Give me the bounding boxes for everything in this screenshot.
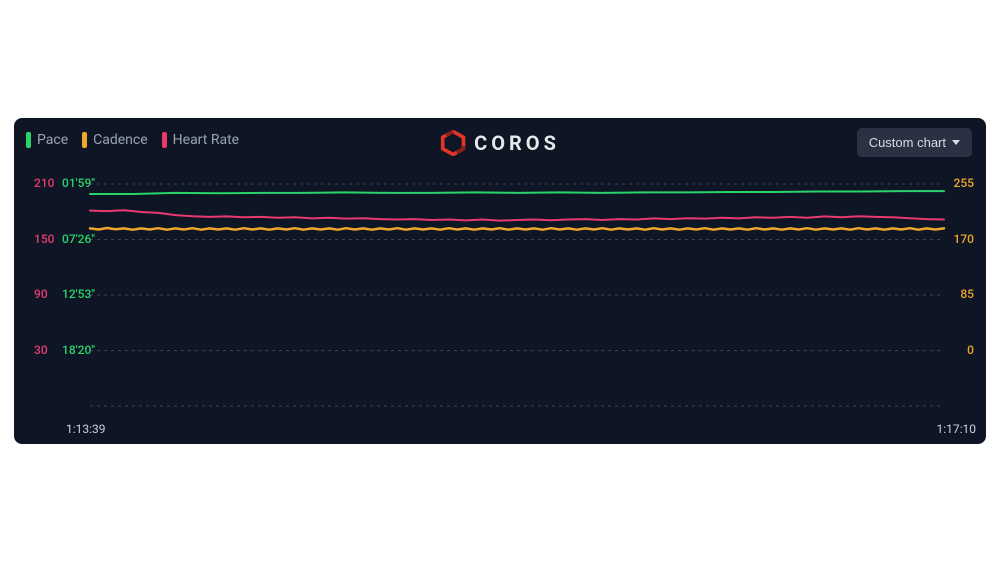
y-tick-hr: 90 [34, 287, 48, 301]
legend-item-cadence[interactable]: Cadence [82, 132, 148, 148]
legend-label-heart-rate: Heart Rate [173, 132, 239, 148]
x-tick: 1:17:10 [936, 422, 976, 436]
legend-swatch-pace [26, 132, 31, 148]
y-tick-pace: 01'59" [62, 176, 95, 190]
custom-chart-label: Custom chart [869, 135, 946, 150]
legend-swatch-heart-rate [162, 132, 167, 148]
brand: COROS [440, 130, 560, 156]
legend: Pace Cadence Heart Rate [26, 132, 239, 148]
legend-item-pace[interactable]: Pace [26, 132, 68, 148]
legend-label-cadence: Cadence [93, 132, 148, 148]
y-tick-cadence: 0 [967, 343, 974, 357]
chart-area[interactable]: 210 150 90 30 01'59" 07'26" 12'53" 18'20" 255 170… [14, 174, 986, 434]
legend-item-heart-rate[interactable]: Heart Rate [162, 132, 239, 148]
y-tick-cadence: 85 [960, 287, 974, 301]
y-tick-cadence: 255 [954, 176, 974, 190]
custom-chart-button[interactable]: Custom chart [857, 128, 972, 157]
chart-svg [14, 174, 986, 434]
y-tick-hr: 150 [34, 232, 54, 246]
y-tick-hr: 210 [34, 176, 54, 190]
y-tick-hr: 30 [34, 343, 48, 357]
chart-header: Pace Cadence Heart Rate COROS Custom cha… [14, 118, 986, 164]
y-tick-pace: 07'26" [62, 232, 95, 246]
chart-panel: Pace Cadence Heart Rate COROS Custom cha… [14, 118, 986, 444]
legend-label-pace: Pace [37, 132, 68, 148]
x-tick: 1:13:39 [66, 422, 106, 436]
legend-swatch-cadence [82, 132, 87, 148]
y-tick-cadence: 170 [954, 232, 974, 246]
brand-name: COROS [474, 131, 560, 155]
y-tick-pace: 12'53" [62, 287, 95, 301]
chevron-down-icon [952, 140, 960, 145]
brand-logo-icon [440, 130, 466, 156]
y-tick-pace: 18'20" [62, 343, 95, 357]
